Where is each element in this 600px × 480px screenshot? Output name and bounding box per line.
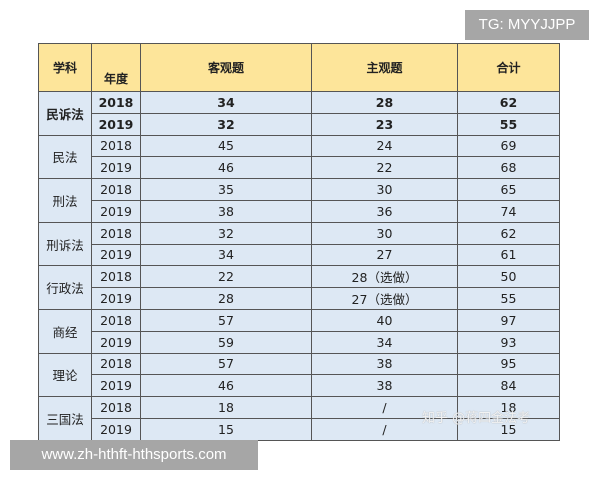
subjective-cell: 22 — [311, 156, 458, 180]
watermark: 知乎 @蒋四金法考 — [422, 411, 531, 426]
table-row: 民法 2018 45 24 69 — [38, 134, 560, 180]
objective-cell: 59 — [140, 330, 312, 354]
year-cell: 2019 — [91, 112, 141, 136]
subject-cell: 民诉法 — [38, 91, 92, 136]
table-row: 行政法 2018 22 28（选做） 50 — [38, 265, 560, 310]
subjective-cell: 27（选做） — [311, 287, 458, 310]
total-cell: 69 — [457, 134, 560, 158]
subjective-cell: 23 — [311, 112, 458, 136]
objective-cell: 38 — [140, 199, 312, 223]
subjective-cell: 34 — [311, 330, 458, 354]
total-cell: 55 — [457, 287, 560, 310]
subjective-cell: 28 — [311, 91, 458, 114]
header-year: 年度 — [91, 43, 141, 92]
table-row: 三国法 2018 18/18 — [38, 396, 560, 441]
table-row: 理论 2018 57 38 95 — [38, 352, 560, 398]
total-cell: 97 — [457, 308, 560, 332]
subjective-cell: 38 — [311, 374, 458, 398]
table-row: 商经 2018 57 40 97 — [38, 308, 560, 354]
objective-cell: 45 — [140, 134, 312, 158]
year-cell: 2018 — [91, 134, 141, 158]
total-cell: 74 — [457, 199, 560, 223]
total-cell: 55 — [457, 112, 560, 136]
table-row: 2019 15/15 — [39, 417, 560, 441]
tg-label: TG: MYYJJPP — [465, 10, 589, 40]
table-row: 民诉法 2018 34 28 62 — [38, 91, 560, 136]
objective-cell: 32 — [140, 112, 312, 136]
objective-cell: 22 — [140, 265, 312, 289]
header-subject: 学科 — [38, 43, 92, 92]
total-cell: 15 — [457, 417, 560, 441]
subjective-cell: 36 — [311, 199, 458, 223]
year-cell: 2018 — [91, 308, 141, 332]
year-cell: 2018 — [91, 178, 141, 201]
total-cell: 84 — [457, 374, 560, 398]
year-cell: 2018 — [91, 91, 141, 114]
objective-cell: 18 — [140, 396, 312, 419]
subjective-cell: 24 — [311, 134, 458, 158]
year-cell: 2019 — [91, 199, 141, 223]
year-cell: 2018 — [91, 352, 141, 376]
year-cell: 2018 — [91, 265, 141, 289]
subject-cell: 刑诉法 — [38, 221, 92, 267]
total-cell: 65 — [457, 178, 560, 201]
table-row: 刑法 2018 35 30 65 — [38, 178, 560, 223]
subject-cell: 商经 — [38, 308, 92, 354]
table-row: 2019 34 27 61 — [39, 243, 560, 267]
url-label: www.zh-hthft-hthsports.com — [10, 440, 258, 470]
subject-cell: 行政法 — [38, 265, 92, 310]
objective-cell: 46 — [140, 156, 312, 180]
header-subjective: 主观题 — [311, 43, 458, 92]
year-cell: 2019 — [91, 156, 141, 180]
table-row: 2019 46 38 84 — [39, 374, 560, 398]
total-cell: 62 — [457, 221, 560, 245]
table-row: 2019 59 34 93 — [39, 330, 560, 354]
year-cell: 2019 — [91, 243, 141, 267]
subjective-cell: 28（选做） — [311, 265, 458, 289]
subjective-cell: / — [311, 417, 458, 441]
score-table: 学科 年度 客观题 主观题 合计 民诉法 2018 34 28 62 2019 32 23 55… — [38, 43, 560, 441]
total-cell: 68 — [457, 156, 560, 180]
objective-cell: 57 — [140, 352, 312, 376]
subject-cell: 三国法 — [38, 396, 92, 441]
table-row: 2019 38 36 74 — [39, 199, 560, 223]
subject-cell: 民法 — [38, 134, 92, 180]
objective-cell: 32 — [140, 221, 312, 245]
year-cell: 2018 — [91, 221, 141, 245]
objective-cell: 35 — [140, 178, 312, 201]
objective-cell: 28 — [140, 287, 312, 310]
objective-cell: 34 — [140, 243, 312, 267]
subjective-cell: 30 — [311, 178, 458, 201]
table-row: 2019 28 27（选做） 55 — [39, 287, 560, 310]
subjective-cell: 40 — [311, 308, 458, 332]
subject-cell: 刑法 — [38, 178, 92, 223]
objective-cell: 57 — [140, 308, 312, 332]
subjective-cell: 27 — [311, 243, 458, 267]
total-cell: 62 — [457, 91, 560, 114]
total-cell: 61 — [457, 243, 560, 267]
total-cell: 18 — [457, 396, 560, 419]
year-cell: 2018 — [91, 396, 141, 419]
header-row: 学科 年度 客观题 主观题 合计 — [38, 43, 560, 92]
header-objective: 客观题 — [140, 43, 312, 92]
total-cell: 95 — [457, 352, 560, 376]
subject-cell: 理论 — [38, 352, 92, 398]
objective-cell: 46 — [140, 374, 312, 398]
table-row: 刑诉法 2018 32 30 62 — [38, 221, 560, 267]
year-cell: 2019 — [91, 287, 141, 310]
table-row: 2019 46 22 68 — [39, 156, 560, 180]
year-cell: 2019 — [91, 374, 141, 398]
header-total: 合计 — [457, 43, 560, 92]
objective-cell: 15 — [140, 417, 312, 441]
subjective-cell: 30 — [311, 221, 458, 245]
objective-cell: 34 — [140, 91, 312, 114]
year-cell: 2019 — [91, 417, 141, 441]
subjective-cell: 38 — [311, 352, 458, 376]
total-cell: 93 — [457, 330, 560, 354]
year-cell: 2019 — [91, 330, 141, 354]
total-cell: 50 — [457, 265, 560, 289]
table-row: 2019 32 23 55 — [39, 112, 560, 136]
